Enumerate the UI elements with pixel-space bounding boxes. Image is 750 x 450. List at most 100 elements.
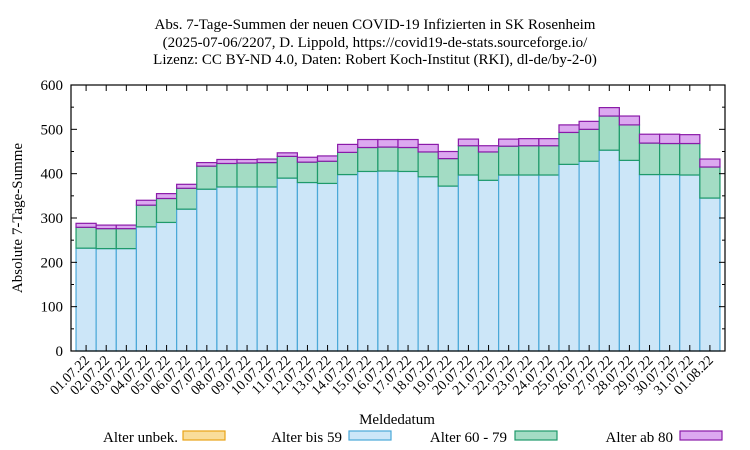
bar-segment-2-07.07.22 [196, 165, 218, 190]
bar-segment-2-20.07.22 [457, 145, 480, 176]
y-axis-label: Absolute 7-Tage-Summe [10, 143, 26, 294]
bar-segment-3-14.07.22 [337, 143, 359, 153]
bar-segment-3-31.07.22 [679, 134, 701, 145]
legend-label-3: Alter ab 80 [606, 430, 673, 446]
bar-segment-3-02.07.22 [95, 224, 117, 230]
chart-title-line-3: Lizenz: CC BY-ND 4.0, Daten: Robert Koch… [153, 52, 597, 68]
bar-segment-1-28.07.22 [618, 159, 641, 352]
bar-segment-1-18.07.22 [417, 176, 439, 352]
y-tick-label-500: 500 [41, 122, 64, 138]
bar-segment-3-03.07.22 [115, 224, 138, 230]
bar-segment-3-11.07.22 [276, 152, 298, 157]
bar-segment-2-01.08.22 [699, 166, 721, 199]
bar-segment-3-24.07.22 [538, 138, 560, 147]
bar-segment-1-19.07.22 [437, 185, 459, 352]
bar-segment-2-01.07.22 [75, 226, 97, 249]
bar-segment-3-26.07.22 [578, 120, 600, 130]
bar-segment-1-31.07.22 [679, 174, 701, 352]
bar-segment-1-06.07.22 [176, 208, 198, 352]
bar-segment-3-15.07.22 [357, 138, 379, 149]
bar-segment-1-29.07.22 [638, 173, 661, 352]
bar-segment-1-26.07.22 [578, 160, 600, 352]
bar-segment-3-05.07.22 [155, 193, 178, 200]
bar-segment-1-17.07.22 [397, 170, 419, 352]
legend-label-0: Alter unbek. [103, 430, 178, 446]
bar-segment-1-15.07.22 [357, 170, 379, 352]
bar-segment-2-14.07.22 [337, 151, 359, 176]
bar-segment-2-09.07.22 [236, 162, 258, 188]
chart-title-line-2: (2025-07-06/2207, D. Lippold, https://co… [162, 35, 588, 51]
bars-group [75, 107, 721, 352]
bar-segment-3-04.07.22 [135, 199, 158, 206]
y-tick-label-0: 0 [56, 344, 64, 360]
bar-segment-1-02.07.22 [95, 247, 117, 352]
bar-segment-2-30.07.22 [658, 142, 681, 176]
bar-segment-3-01.07.22 [75, 222, 97, 228]
x-axis-label: Meldedatum [359, 412, 435, 428]
y-tick-label-200: 200 [41, 255, 64, 271]
bar-segment-3-01.08.22 [699, 158, 721, 168]
bar-segment-1-03.07.22 [115, 247, 138, 352]
bar-segment-2-31.07.22 [679, 142, 701, 176]
bar-segment-1-23.07.22 [518, 174, 540, 352]
bar-segment-2-06.07.22 [176, 187, 198, 210]
bar-segment-2-08.07.22 [216, 162, 238, 188]
bar-segment-1-04.07.22 [135, 226, 158, 352]
bar-segment-1-05.07.22 [155, 221, 178, 352]
bar-segment-2-16.07.22 [377, 146, 399, 172]
bar-segment-3-08.07.22 [216, 158, 238, 165]
bar-segment-1-25.07.22 [558, 163, 580, 352]
bar-segment-1-14.07.22 [337, 173, 359, 352]
bar-segment-3-27.07.22 [598, 107, 620, 117]
bar-segment-1-11.07.22 [276, 177, 298, 352]
bar-segment-2-22.07.22 [498, 145, 520, 176]
bar-segment-2-27.07.22 [598, 115, 620, 151]
bar-segment-3-22.07.22 [498, 138, 520, 147]
bar-segment-1-08.07.22 [216, 186, 238, 352]
bar-segment-2-24.07.22 [538, 145, 560, 176]
bar-segment-2-28.07.22 [618, 124, 641, 161]
bar-segment-3-25.07.22 [558, 124, 580, 134]
bar-segment-2-21.07.22 [477, 151, 500, 181]
bar-segment-1-01.07.22 [75, 247, 97, 352]
y-tick-label-300: 300 [41, 211, 64, 227]
bar-segment-2-04.07.22 [135, 204, 158, 228]
bar-segment-1-24.07.22 [538, 174, 560, 352]
bar-segment-3-09.07.22 [236, 158, 258, 164]
bar-segment-1-21.07.22 [477, 179, 500, 352]
y-tick-label-100: 100 [41, 300, 64, 316]
legend: Alter unbek. Alter bis 59 Alter 60 - 79 Alt… [103, 430, 723, 446]
bar-segment-1-22.07.22 [498, 174, 520, 352]
bar-segment-3-07.07.22 [196, 161, 218, 167]
bar-segment-2-29.07.22 [638, 142, 661, 176]
bar-segment-1-01.08.22 [699, 197, 721, 352]
bar-segment-2-23.07.22 [518, 145, 540, 176]
bar-segment-3-29.07.22 [638, 133, 661, 144]
bar-segment-3-23.07.22 [518, 138, 540, 147]
legend-swatch-2 [514, 430, 558, 441]
bar-segment-2-15.07.22 [357, 146, 379, 173]
bar-segment-2-26.07.22 [578, 128, 600, 162]
bar-segment-1-20.07.22 [457, 174, 480, 352]
bar-segment-3-12.07.22 [296, 156, 319, 163]
bar-segment-2-02.07.22 [95, 228, 117, 250]
bar-segment-1-16.07.22 [377, 170, 399, 352]
bar-segment-1-30.07.22 [658, 173, 681, 352]
bar-segment-3-20.07.22 [457, 138, 480, 147]
bar-segment-2-11.07.22 [276, 155, 298, 179]
bar-segment-3-28.07.22 [618, 115, 641, 126]
bar-segment-2-18.07.22 [417, 151, 439, 178]
legend-swatch-3 [679, 430, 723, 441]
bar-segment-1-07.07.22 [196, 188, 218, 352]
bar-segment-3-30.07.22 [658, 133, 681, 145]
bar-segment-1-13.07.22 [316, 182, 339, 352]
chart-title-line-1: Abs. 7-Tage-Summen der neuen COVID-19 In… [154, 17, 596, 33]
legend-swatch-1 [348, 430, 392, 441]
bar-segment-3-19.07.22 [437, 150, 459, 160]
y-tick-label-600: 600 [41, 78, 64, 94]
bar-segment-1-12.07.22 [296, 181, 319, 352]
legend-swatch-0 [182, 430, 226, 441]
bar-segment-2-17.07.22 [397, 146, 419, 173]
legend-label-2: Alter 60 - 79 [430, 430, 507, 446]
bar-segment-2-03.07.22 [115, 228, 138, 250]
